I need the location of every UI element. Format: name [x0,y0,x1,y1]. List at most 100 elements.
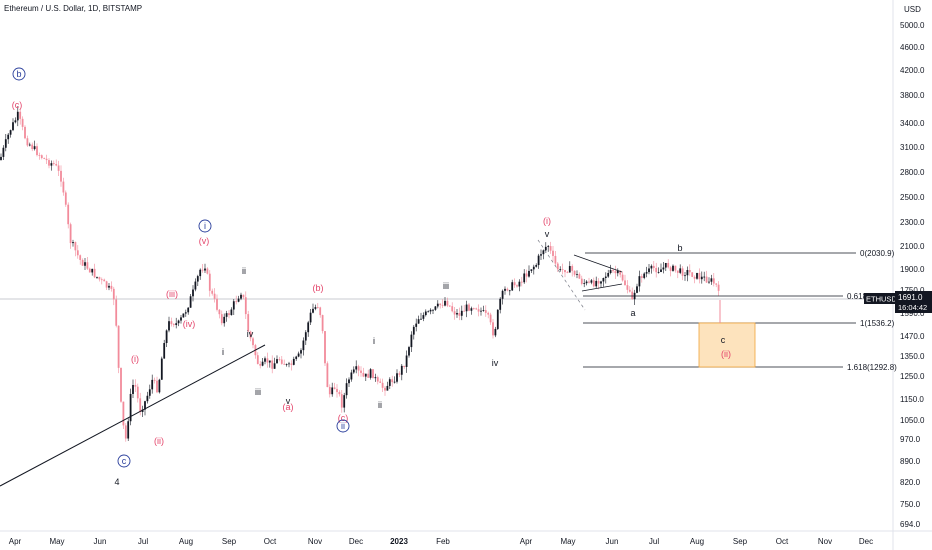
candle-body [242,294,245,298]
price-tick-label: 1590.0 [900,309,925,318]
price-tick-label: 1750.0 [900,286,925,295]
candle-body [64,192,67,205]
candle-body [705,276,708,283]
candle-body [484,310,487,313]
candle-body [496,309,499,329]
candle-body [91,268,94,273]
time-axis[interactable]: Apr May Jun Jul Aug Sep Oct Nov Dec 2023 Feb Apr May… [9,537,873,546]
time-tick-label: 2023 [390,537,408,546]
candle-body [201,269,204,271]
wave-label: a [630,308,635,318]
candle-body [542,250,545,255]
price-tick-label: 2100.0 [900,242,925,251]
candle-body [648,268,650,273]
time-tick-label: Oct [264,537,277,546]
time-tick-label: Jul [138,537,148,546]
price-tick-label: 5000.0 [900,21,925,30]
candle-body [506,288,509,291]
candle-body [571,266,574,271]
candle-body [247,314,250,332]
candle-body [530,269,533,271]
candle-body [475,308,478,310]
time-tick-label: Sep [222,537,237,546]
candle-body [357,366,360,371]
candle-body [14,120,17,123]
candle-body [9,130,12,135]
price-tick-label: 1050.0 [900,416,925,425]
candle-body [297,353,300,357]
candle-body [4,139,7,148]
wave-label: (ii) [154,436,164,446]
candle-body [614,271,617,274]
candle-body [240,294,242,299]
candle-body [216,298,218,310]
candle-body [189,296,192,308]
price-tick-label: 694.0 [900,520,921,529]
target-zone-box[interactable] [698,322,756,368]
badge-price-bg [895,291,932,313]
wave-label: (i) [131,354,139,364]
candle-body [175,323,178,326]
price-tick-label: 1250.0 [900,372,925,381]
candle-body [432,309,434,311]
candle-body [225,313,228,317]
wave-label: ii [341,421,345,431]
candle-body [700,276,703,280]
wave-label: i [373,336,375,346]
candle-body [208,273,211,291]
candle-body [549,246,552,251]
candle-body [616,270,619,274]
candle-body [628,289,631,292]
triangle-upper-line[interactable] [573,254,623,273]
candle-body [408,347,410,356]
candle-body [436,303,439,307]
candle-body [415,323,418,327]
candle-body [688,270,691,273]
candle-body [427,311,430,313]
candle-body [528,270,530,277]
candle-body [307,322,310,333]
time-tick-label: Jun [606,537,619,546]
candle-body [609,270,612,273]
candle-body [355,366,358,370]
triangle-lower-line[interactable] [581,283,623,292]
candle-body [516,285,518,287]
candle-body [184,312,187,314]
candle-body [319,307,322,316]
candle-body [0,156,2,160]
wave-label: iv [247,329,254,339]
candle-body [602,278,605,282]
candle-body [120,367,122,402]
candle-body [192,289,194,297]
price-tick-label: 970.0 [900,435,921,444]
candle-body [439,303,442,305]
candle-body [93,268,96,278]
candle-body [271,360,274,369]
candle-body [636,286,638,293]
wave-label: v [545,229,550,239]
wave-label: ii [242,266,246,276]
candle-body [187,307,190,313]
wave-label: iv [492,358,499,368]
price-axis[interactable]: 5000.0 4600.0 4200.0 3800.0 3400.0 3100.0 2800… [900,21,925,529]
wave-label: iii [255,387,261,397]
candle-body [681,268,684,276]
candle-body [393,381,396,383]
wave-label: (a) [283,402,294,412]
candle-body [211,290,214,294]
candle-body [576,274,578,275]
candle-body [2,147,5,157]
candle-body [600,281,602,284]
candle-body [424,311,427,316]
candle-body [343,395,346,408]
price-tick-label: 2800.0 [900,168,925,177]
price-badge: ETHUSD 1691.0 16:04:42 [864,291,932,313]
time-tick-label: Aug [690,537,704,546]
wave-trendline[interactable] [0,344,266,487]
currency-label: USD [904,5,921,14]
candle-body [513,282,516,286]
candle-body [172,324,175,326]
candle-body [170,321,173,325]
candle-body [595,280,598,287]
